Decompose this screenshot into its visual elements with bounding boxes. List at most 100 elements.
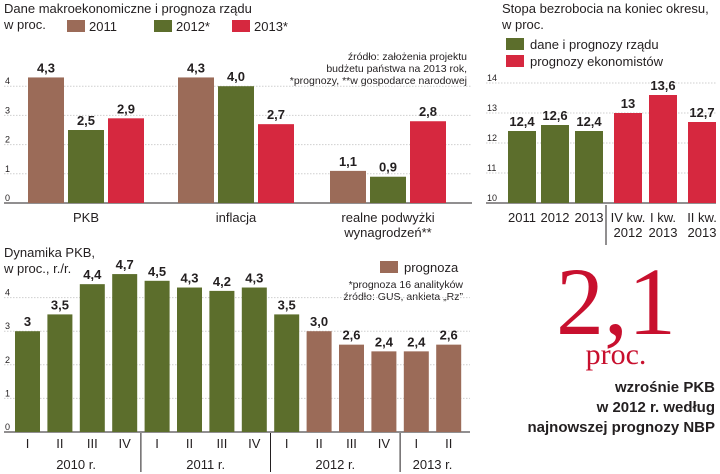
chart1-ytick-label: 4 — [5, 76, 10, 86]
chart3-bar-value: 2,6 — [440, 328, 458, 343]
chart3-quarter-label: III — [346, 436, 357, 451]
chart3-quarter-label: II — [186, 436, 193, 451]
chart3-quarter-label: II — [445, 436, 452, 451]
chart1-category-label: inflacja — [216, 210, 257, 225]
chart2-ytick-label: 10 — [487, 193, 497, 203]
chart3-bar — [306, 331, 332, 432]
chart2-category-label: 2011 — [508, 210, 536, 225]
chart3-bar — [339, 344, 364, 432]
chart3-bar — [274, 314, 300, 432]
chart1-bar-value: 2,5 — [77, 113, 95, 128]
highlight-note-line: wzrośnie PKB — [614, 379, 715, 396]
chart3-bar — [241, 287, 267, 432]
chart1-bar — [218, 86, 254, 203]
chart2-bar-value: 13 — [621, 96, 635, 111]
chart3-bar-value: 3,5 — [51, 297, 69, 312]
chart1-legend-label: 2011 — [89, 19, 117, 34]
chart1-bar-value: 0,9 — [379, 160, 397, 175]
chart1-ytick-label: 3 — [5, 105, 10, 115]
chart2-ytick-label: 13 — [487, 103, 497, 113]
chart1-category-label: PKB — [73, 210, 99, 225]
chart2-bar-value: 13,6 — [650, 78, 675, 93]
chart3-bar-value: 2,4 — [375, 334, 394, 349]
chart1-ytick-label: 0 — [5, 193, 10, 203]
chart1-source-line: źródło: założenia projektu — [348, 51, 467, 63]
chart1-bar — [330, 170, 366, 203]
chart1-bar-value: 2,9 — [117, 101, 135, 116]
chart2-legend-swatch — [506, 55, 524, 67]
chart2-category-label: 2013 — [575, 210, 604, 225]
chart2-bar — [688, 122, 716, 203]
chart3-bar — [47, 314, 73, 432]
chart1-bar — [370, 176, 406, 203]
chart3-quarter-label: I — [414, 436, 418, 451]
chart3-quarter-label: IV — [248, 436, 261, 451]
chart2-category-label: IV kw. — [611, 210, 646, 225]
chart1-bar — [28, 77, 64, 203]
chart3-bar — [436, 344, 462, 432]
chart3-bar-value: 3 — [24, 314, 31, 329]
chart3-quarter-label: II — [56, 436, 63, 451]
chart2-bar — [541, 125, 569, 203]
chart3-bar — [15, 331, 40, 432]
chart2-category-label: II kw. — [687, 210, 717, 225]
chart2-legend-swatch — [506, 38, 524, 50]
chart1-bar-value: 4,0 — [227, 69, 245, 84]
chart3-year-label: 2013 r. — [413, 457, 453, 472]
chart1-ytick-label: 1 — [5, 164, 10, 174]
chart3-bar — [403, 351, 429, 432]
chart3-bar-value: 4,7 — [116, 257, 134, 272]
chart2-category-label: 2013 — [688, 225, 717, 240]
chart3-bar-value: 4,3 — [180, 271, 198, 286]
chart1-bar-value: 4,3 — [187, 60, 205, 75]
chart1-bar-value: 2,8 — [419, 104, 437, 119]
chart1-legend-swatch — [232, 20, 250, 32]
chart1-legend-label: 2012* — [176, 19, 210, 34]
chart3-ytick-label: 3 — [5, 321, 10, 331]
chart3-bar-value: 3,5 — [278, 297, 296, 312]
chart1-source-line: *prognozy, **w gospodarce narodowej — [290, 75, 467, 87]
chart2-ytick-label: 12 — [487, 133, 497, 143]
chart3-year-label: 2012 r. — [315, 457, 355, 472]
highlight-note-line: najnowszej prognozy NBP — [527, 419, 715, 436]
chart3-ytick-label: 0 — [5, 422, 10, 432]
chart3-ytick-label: 1 — [5, 388, 10, 398]
chart3-quarter-label: IV — [378, 436, 391, 451]
chart3-bar — [79, 284, 105, 432]
chart1-source-line: budżetu państwa na 2013 rok, — [326, 63, 467, 75]
chart1-bar — [68, 130, 104, 203]
chart3-bar-value: 3,0 — [310, 314, 328, 329]
chart2-bar-value: 12,4 — [576, 114, 602, 129]
chart1-bar — [178, 77, 214, 203]
chart3-quarter-label: II — [315, 436, 322, 451]
chart1-legend-swatch — [67, 20, 85, 32]
chart3-legend-label: prognoza — [404, 260, 459, 275]
chart1-legend-swatch — [154, 20, 172, 32]
chart3-bar — [371, 351, 397, 432]
chart2-category-label: I kw. — [650, 210, 676, 225]
chart3-quarter-label: I — [26, 436, 30, 451]
chart1-bar-value: 4,3 — [37, 60, 55, 75]
chart1-bar — [108, 118, 144, 203]
chart1-bar-value: 2,7 — [267, 107, 285, 122]
chart2-category-label: 2013 — [649, 225, 678, 240]
chart3-quarter-label: III — [87, 436, 98, 451]
chart3-legend-swatch — [380, 261, 398, 273]
chart2-bar-value: 12,6 — [542, 108, 567, 123]
chart1-bar-value: 1,1 — [339, 154, 357, 169]
chart3-quarter-label: I — [155, 436, 159, 451]
highlight-value: 2,1 — [556, 248, 676, 355]
chart3-title: Dynamika PKB, — [4, 245, 95, 260]
chart3-source-line: źródło: GUS, ankieta „Rz” — [343, 291, 463, 303]
chart1-bar — [410, 121, 446, 203]
chart3-bar-value: 4,4 — [83, 267, 102, 282]
chart3-bar-value: 2,4 — [407, 334, 426, 349]
chart3-bar-value: 4,3 — [245, 271, 263, 286]
chart3-bar — [112, 274, 138, 432]
chart2-category-label: 2012 — [541, 210, 570, 225]
chart2-ytick-label: 14 — [487, 73, 497, 83]
highlight-note-line: w 2012 r. według — [596, 399, 715, 416]
chart3-ytick-label: 4 — [5, 288, 10, 298]
